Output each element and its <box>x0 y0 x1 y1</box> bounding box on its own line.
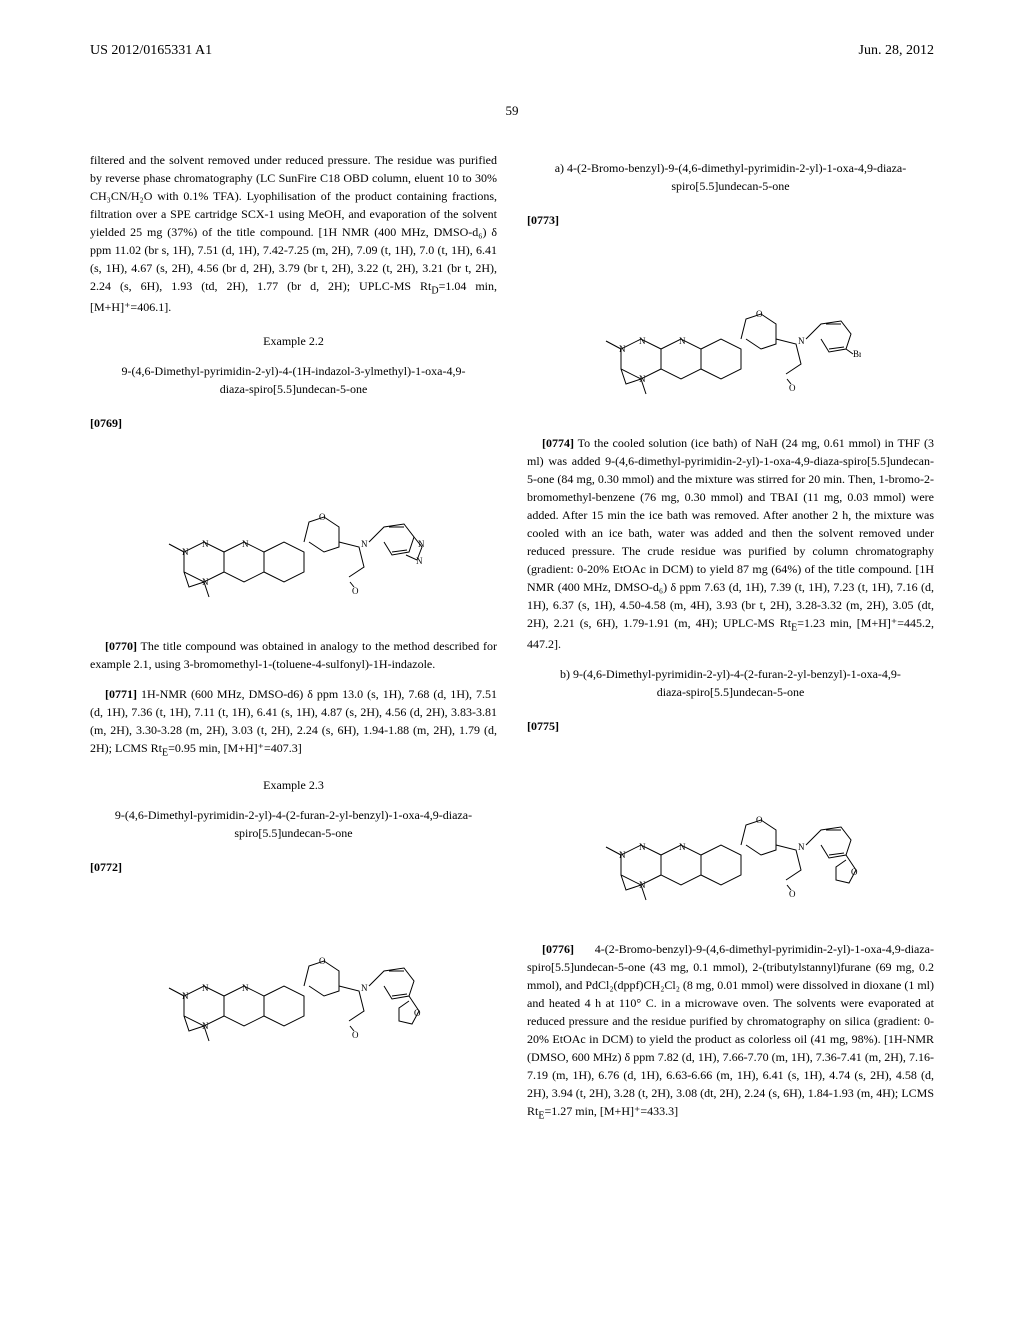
svg-text:O: O <box>352 586 359 596</box>
svg-text:N: N <box>202 539 209 549</box>
svg-text:N: N <box>361 539 368 549</box>
svg-text:N: N <box>202 983 209 993</box>
patent-id: US 2012/0165331 A1 <box>90 40 212 61</box>
svg-text:N: N <box>679 842 686 852</box>
svg-text:O: O <box>414 1008 421 1018</box>
svg-text:O: O <box>352 1030 359 1040</box>
left-column: filtered and the solvent removed under r… <box>90 151 497 1136</box>
svg-text:N: N <box>361 983 368 993</box>
para-0769: [0769] <box>90 414 497 432</box>
chemical-structure-indazole-icon: O N O N NH N N N <box>164 452 424 612</box>
svg-text:N: N <box>416 556 423 566</box>
para-continuation: filtered and the solvent removed under r… <box>90 151 497 316</box>
para-0771: [0771] 1H-NMR (600 MHz, DMSO-d6) δ ppm 1… <box>90 685 497 760</box>
chemical-structure-bromo-icon: O N O Br N N N N <box>601 249 861 409</box>
page-header: US 2012/0165331 A1 Jun. 28, 2012 <box>90 40 934 61</box>
para-0775: [0775] <box>527 717 934 735</box>
svg-text:O: O <box>319 956 326 966</box>
structure-2-3: O N O O N N N N <box>90 896 497 1061</box>
svg-text:O: O <box>756 815 763 825</box>
structure-2-2: O N O N NH N N N <box>90 452 497 617</box>
example-2-3-title: Example 2.3 <box>90 776 497 794</box>
structure-bromo: O N O Br N N N N <box>527 249 934 414</box>
svg-text:O: O <box>789 889 796 899</box>
svg-text:N: N <box>798 842 805 852</box>
structure-furan-b: O N O O N N N N <box>527 755 934 920</box>
svg-text:O: O <box>756 309 763 319</box>
svg-text:N: N <box>242 983 249 993</box>
svg-text:O: O <box>851 867 858 877</box>
svg-text:N: N <box>639 336 646 346</box>
page-number: 59 <box>90 101 934 121</box>
svg-text:N: N <box>639 842 646 852</box>
svg-text:N: N <box>679 336 686 346</box>
svg-text:NH: NH <box>418 539 424 549</box>
para-0773: [0773] <box>527 211 934 229</box>
svg-text:N: N <box>242 539 249 549</box>
compound-2-2-name: 9-(4,6-Dimethyl-pyrimidin-2-yl)-4-(1H-in… <box>90 362 497 398</box>
svg-text:O: O <box>319 512 326 522</box>
svg-text:Br: Br <box>853 349 861 359</box>
main-content: filtered and the solvent removed under r… <box>90 151 934 1136</box>
compound-2-3-name: 9-(4,6-Dimethyl-pyrimidin-2-yl)-4-(2-fur… <box>90 806 497 842</box>
para-0772: [0772] <box>90 858 497 876</box>
right-column: a) 4-(2-Bromo-benzyl)-9-(4,6-dimethyl-py… <box>527 151 934 1136</box>
chemical-structure-furan-icon: O N O O N N N N <box>164 896 424 1056</box>
chemical-structure-furan-b-icon: O N O O N N N N <box>601 755 861 915</box>
compound-b-name: b) 9-(4,6-Dimethyl-pyrimidin-2-yl)-4-(2-… <box>527 665 934 701</box>
para-0776: [0776] 4-(2-Bromo-benzyl)-9-(4,6-dimethy… <box>527 940 934 1123</box>
svg-text:O: O <box>789 383 796 393</box>
svg-text:N: N <box>798 336 805 346</box>
para-0770: [0770] The title compound was obtained i… <box>90 637 497 673</box>
example-2-2-title: Example 2.2 <box>90 332 497 350</box>
date: Jun. 28, 2012 <box>859 40 934 61</box>
para-0774: [0774] To the cooled solution (ice bath)… <box>527 434 934 653</box>
compound-a-name: a) 4-(2-Bromo-benzyl)-9-(4,6-dimethyl-py… <box>527 159 934 195</box>
